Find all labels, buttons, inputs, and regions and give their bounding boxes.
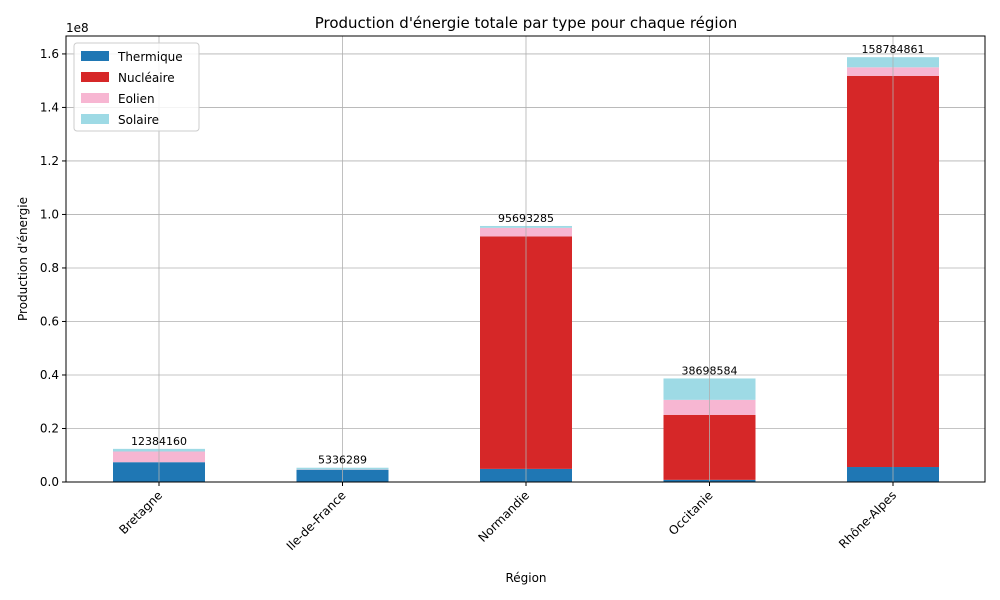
y-axis-offset-text: 1e8 — [66, 21, 89, 35]
legend-swatch — [81, 72, 109, 82]
x-tick-label: Rhône-Alpes — [836, 488, 899, 551]
legend-swatch — [81, 51, 109, 61]
legend-box — [73, 42, 200, 132]
y-tick-label: 1.2 — [40, 154, 59, 168]
y-axis: 0.0 0.2 0.4 0.6 0.8 1.0 1.2 1.4 1.6 — [40, 47, 66, 489]
total-label: 5336289 — [318, 454, 367, 467]
legend-swatch — [81, 114, 109, 124]
y-tick-label: 0.4 — [40, 368, 59, 382]
y-tick-label: 0.2 — [40, 421, 59, 435]
y-tick-label: 1.4 — [40, 100, 59, 114]
legend-label: Thermique — [117, 50, 183, 64]
total-label: 38698584 — [682, 364, 738, 377]
y-axis-label: Production d'énergie — [16, 197, 30, 321]
total-label: 158784861 — [862, 43, 925, 56]
legend: Thermique Nucléaire Eolien Solaire — [73, 42, 200, 132]
y-tick-label: 1.0 — [40, 207, 59, 221]
legend-label: Nucléaire — [118, 71, 175, 85]
legend-label: Eolien — [118, 92, 155, 106]
x-tick-label: Ile-de-France — [284, 488, 349, 553]
y-tick-label: 0.6 — [40, 314, 59, 328]
legend-label: Solaire — [118, 113, 159, 127]
y-tick-label: 0.0 — [40, 475, 59, 489]
grid-overlay — [158, 36, 894, 482]
x-tick-label: Occitanie — [666, 488, 716, 538]
chart-title: Production d'énergie totale par type pou… — [315, 14, 738, 32]
total-labels: 12384160 5336289 95693285 38698584 158784861 — [131, 43, 925, 467]
legend-swatch — [81, 93, 109, 103]
x-axis-label: Région — [505, 571, 546, 585]
y-tick-label: 0.8 — [40, 261, 59, 275]
x-axis: Bretagne Ile-de-France Normandie Occitanie R… — [116, 482, 899, 553]
y-tick-label: 1.6 — [40, 47, 59, 61]
x-tick-label: Normandie — [476, 488, 533, 545]
x-tick-label: Bretagne — [116, 488, 165, 537]
total-label: 12384160 — [131, 435, 187, 448]
total-label: 95693285 — [498, 212, 554, 225]
